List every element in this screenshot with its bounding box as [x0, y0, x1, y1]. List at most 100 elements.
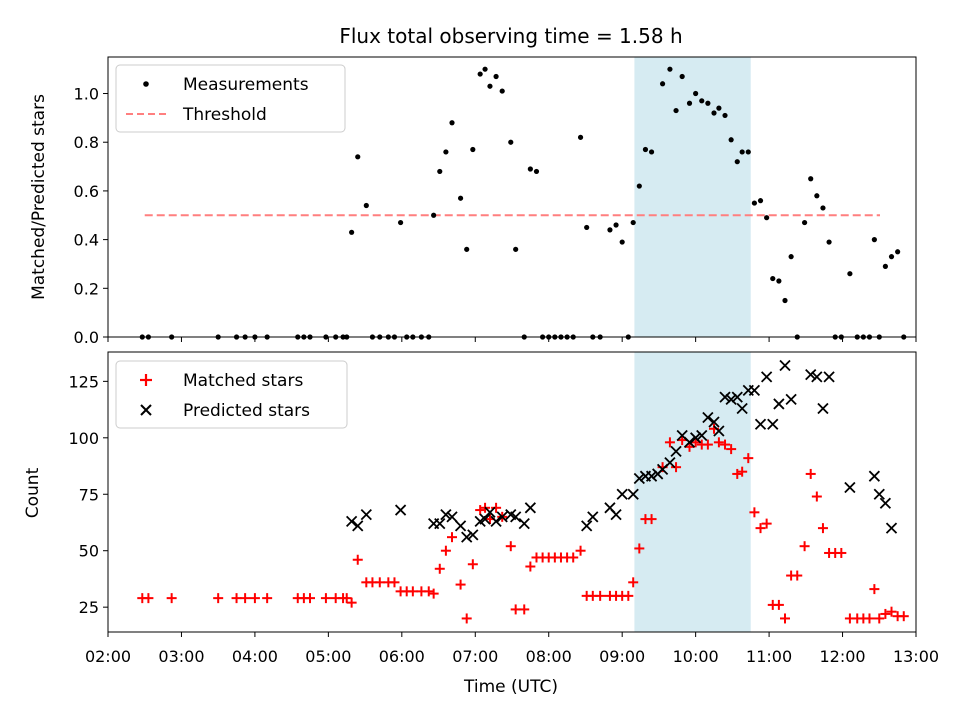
measurement-point: [776, 278, 782, 284]
predicted-star-point: [510, 511, 522, 523]
top-highlight-span: [634, 57, 751, 337]
predicted-star-point: [689, 432, 702, 444]
predicted-star-point: [708, 416, 720, 428]
predicted-star-point: [719, 391, 731, 403]
measurement-point: [482, 66, 488, 72]
x-tick-label: 12:00: [819, 647, 865, 666]
measurement-point: [355, 154, 361, 160]
predicted-star-point: [805, 368, 817, 381]
predicted-star-point: [725, 393, 737, 406]
x-tick-label: 04:00: [232, 647, 278, 666]
predicted-star-point: [868, 470, 881, 482]
measurement-point: [814, 193, 820, 199]
measurement-point: [745, 149, 751, 155]
measurement-point: [808, 176, 814, 182]
measurement-point: [443, 149, 449, 155]
measurement-point: [397, 219, 404, 226]
matched-star-point: [817, 523, 828, 534]
measurement-point: [728, 137, 734, 143]
matched-star-point: [428, 588, 439, 599]
predicted-star-point: [484, 506, 496, 518]
matched-star-point: [320, 593, 331, 604]
predicted-star-point: [713, 425, 725, 437]
matched-star-point: [447, 532, 458, 543]
matched-star-point: [341, 593, 352, 604]
x-tick-label: 07:00: [452, 647, 498, 666]
x-tick-label: 02:00: [85, 647, 131, 666]
x-tick-label: 09:00: [599, 647, 645, 666]
matched-star-point: [505, 541, 516, 552]
matched-star-point: [166, 593, 177, 604]
matched-star-point: [352, 554, 363, 565]
measurement-point: [871, 237, 877, 243]
predicted-star-point: [664, 457, 676, 469]
x-tick-label: 13:00: [893, 647, 939, 666]
measurement-point: [820, 205, 826, 211]
predicted-star-point: [581, 520, 593, 532]
measurement-point: [363, 202, 369, 209]
bottom-y-tick-label: 75: [79, 485, 99, 504]
matched-star-point: [737, 466, 748, 477]
matched-star-point: [510, 604, 521, 615]
top-y-axis-label: Matched/Predicted stars: [29, 94, 49, 300]
measurement-point: [584, 224, 590, 231]
measurement-point: [477, 71, 483, 77]
predicted-star-point: [885, 522, 898, 534]
matched-star-point: [143, 593, 154, 604]
matched-star-point: [461, 613, 472, 624]
x-tick-label: 08:00: [526, 647, 572, 666]
bottom-y-tick-label: 125: [68, 372, 99, 391]
measurement-point: [801, 219, 808, 226]
matched-star-point: [440, 545, 451, 556]
predicted-star-point: [633, 472, 645, 485]
predicted-star-point: [610, 508, 622, 521]
measurement-point: [722, 112, 728, 119]
measurement-point: [493, 73, 499, 80]
measurement-point: [619, 239, 625, 245]
predicted-star-point: [434, 517, 446, 530]
predicted-star-point: [645, 470, 658, 482]
x-tick-label: 11:00: [746, 647, 792, 666]
bottom-y-axis-label: Count: [23, 467, 43, 518]
measurement-point: [667, 66, 673, 72]
matched-star-point: [407, 586, 418, 597]
measurement-point: [895, 249, 901, 255]
predicted-star-point: [467, 529, 479, 541]
predicted-star-point: [696, 429, 708, 442]
measurement-point: [673, 107, 679, 114]
predicted-star-point: [731, 391, 743, 403]
measurement-point: [699, 98, 705, 104]
measurement-point: [613, 222, 619, 228]
matched-star-point: [720, 439, 731, 450]
predicted-star-point: [844, 481, 856, 494]
predicted-star-point: [440, 508, 452, 521]
chart-title: Flux total observing time = 1.58 h: [339, 24, 682, 48]
predicted-star-point: [446, 511, 458, 523]
bottom-axes-frame: [107, 351, 917, 633]
matched-star-point: [434, 563, 445, 574]
legend-predicted-label: Predicted stars: [183, 401, 310, 421]
bottom-panel: 25 50 75 100 125 02:00 03:00 04:00 05:00 06:00 07…: [23, 351, 939, 697]
predicted-star-point: [823, 371, 835, 383]
predicted-star-point: [683, 436, 696, 448]
top-y-tick-label: 1.0: [74, 85, 99, 104]
bottom-y-tick-label: 50: [79, 542, 99, 561]
predicted-star-point: [616, 488, 628, 500]
matched-star-point: [423, 586, 434, 597]
top-y-tick-label: 0.0: [74, 328, 99, 347]
matched-star-point: [374, 577, 385, 588]
measurement-point: [659, 81, 666, 87]
measurement-point: [437, 168, 443, 175]
predicted-star-point: [479, 513, 491, 525]
matched-star-point: [213, 593, 224, 604]
legend-threshold-label: Threshold: [182, 105, 267, 125]
bottom-x-ticks: 02:00 03:00 04:00 05:00 06:00 07:00 08:00 09:00…: [85, 632, 939, 666]
matched-star-point: [726, 444, 737, 455]
predicted-star-point: [879, 497, 892, 509]
measurement-point: [577, 134, 584, 140]
matched-star-point: [491, 502, 502, 513]
matched-star-point: [568, 552, 579, 563]
matched-star-point: [773, 599, 784, 610]
predicted-star-point: [811, 371, 823, 383]
predicted-star-point: [779, 359, 791, 372]
